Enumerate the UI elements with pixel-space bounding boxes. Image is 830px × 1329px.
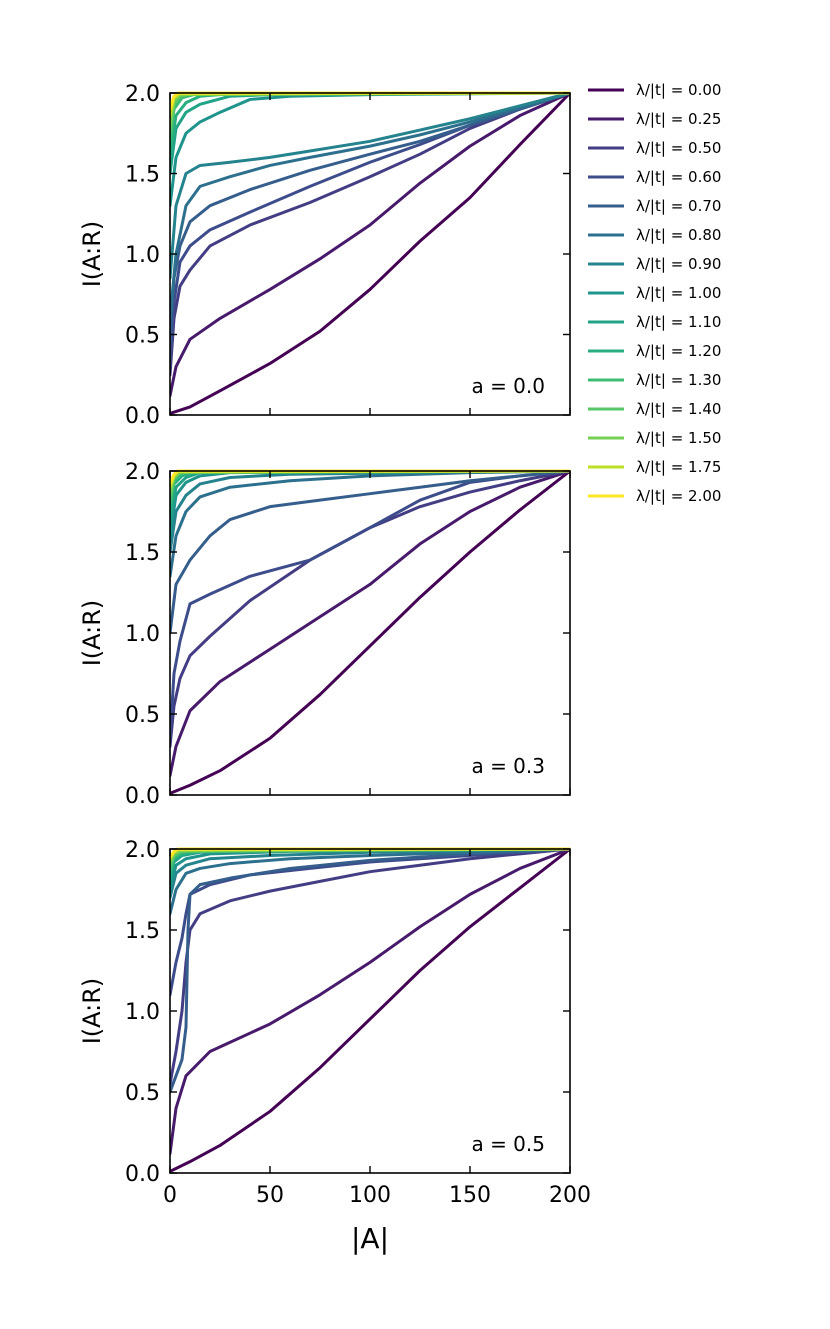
legend-item: λ/|t| = 0.25 bbox=[588, 110, 721, 128]
panel-annotation: a = 0.5 bbox=[471, 1132, 545, 1156]
legend-item: λ/|t| = 1.75 bbox=[588, 458, 721, 476]
x-tick-label: 200 bbox=[549, 1183, 591, 1208]
x-tick-label: 150 bbox=[449, 1183, 491, 1208]
y-tick-label: 1.5 bbox=[125, 919, 160, 944]
panel-2: 0.0 0.5 1.0 1.5 2.0 I(A:R) a = 0.3 bbox=[78, 460, 571, 809]
legend-label: λ/|t| = 1.00 bbox=[636, 284, 721, 302]
panel-annotation: a = 0.0 bbox=[471, 374, 545, 398]
y-axis-label: I(A:R) bbox=[78, 600, 106, 667]
y-axis-label: I(A:R) bbox=[78, 221, 106, 288]
y-tick-label: 0.0 bbox=[125, 1162, 160, 1187]
legend-item: λ/|t| = 0.60 bbox=[588, 168, 721, 186]
series-line-6 bbox=[170, 91, 570, 280]
legend-label: λ/|t| = 0.60 bbox=[636, 168, 721, 186]
legend-item: λ/|t| = 2.00 bbox=[588, 487, 721, 505]
series-line-6 bbox=[170, 469, 570, 554]
series-line-5 bbox=[170, 91, 570, 320]
panel-annotation: a = 0.3 bbox=[471, 754, 545, 778]
legend-label: λ/|t| = 1.10 bbox=[636, 313, 721, 331]
series-line-5 bbox=[170, 847, 570, 916]
y-axis-label: I(A:R) bbox=[78, 978, 106, 1045]
legend-item: λ/|t| = 1.00 bbox=[588, 284, 721, 302]
legend-item: λ/|t| = 0.80 bbox=[588, 226, 721, 244]
panel-3: 0.0 0.5 1.0 1.5 2.0 0 50 100 150 200 I(A:R) a = 0.5 bbox=[78, 838, 591, 1208]
x-tick-label: 0 bbox=[163, 1183, 177, 1208]
series-line-1 bbox=[170, 91, 570, 398]
legend-label: λ/|t| = 0.90 bbox=[636, 255, 721, 273]
series-line-2 bbox=[170, 847, 570, 1086]
legend-item: λ/|t| = 0.00 bbox=[588, 81, 721, 99]
series-line-4 bbox=[170, 469, 570, 635]
y-tick-label: 2.0 bbox=[125, 838, 160, 863]
series-line-0 bbox=[170, 91, 570, 415]
series-line-2 bbox=[170, 469, 570, 748]
x-tick-label: 100 bbox=[349, 1183, 391, 1208]
series-line-3 bbox=[170, 847, 570, 997]
legend-item: λ/|t| = 0.70 bbox=[588, 197, 721, 215]
x-axis-label: |A| bbox=[351, 1222, 389, 1255]
series-line-4 bbox=[170, 91, 570, 345]
series-line-4 bbox=[170, 847, 570, 1094]
legend-label: λ/|t| = 0.80 bbox=[636, 226, 721, 244]
series-line-1 bbox=[170, 847, 570, 1156]
legend-item: λ/|t| = 1.10 bbox=[588, 313, 721, 331]
legend-label: λ/|t| = 0.50 bbox=[636, 139, 721, 157]
legend-label: λ/|t| = 0.70 bbox=[636, 197, 721, 215]
legend-label: λ/|t| = 1.75 bbox=[636, 458, 721, 476]
legend-label: λ/|t| = 1.50 bbox=[636, 429, 721, 447]
legend-label: λ/|t| = 0.25 bbox=[636, 110, 721, 128]
x-tick-label: 50 bbox=[256, 1183, 284, 1208]
legend-label: λ/|t| = 0.00 bbox=[636, 81, 721, 99]
panel-1: 0.0 0.5 1.0 1.5 2.0 I(A:R) a = 0.0 bbox=[78, 82, 571, 429]
y-tick-label: 0.5 bbox=[125, 324, 160, 349]
legend-item: λ/|t| = 1.20 bbox=[588, 342, 721, 360]
series-lines bbox=[170, 91, 570, 415]
legend-label: λ/|t| = 1.30 bbox=[636, 371, 721, 389]
legend-item: λ/|t| = 0.50 bbox=[588, 139, 721, 157]
y-tick-label: 2.0 bbox=[125, 460, 160, 485]
panels-group: 0.0 0.5 1.0 1.5 2.0 I(A:R) a = 0.0 0.0 0.5 1.0 1.5… bbox=[78, 82, 591, 1255]
y-tick-label: 1.0 bbox=[125, 243, 160, 268]
y-tick-label: 0.0 bbox=[125, 404, 160, 429]
y-tick-label: 1.5 bbox=[125, 163, 160, 188]
series-line-0 bbox=[170, 847, 570, 1173]
series-line-1 bbox=[170, 469, 570, 778]
y-tick-label: 1.0 bbox=[125, 622, 160, 647]
legend-item: λ/|t| = 1.50 bbox=[588, 429, 721, 447]
series-line-2 bbox=[170, 91, 570, 377]
y-tick-label: 0.5 bbox=[125, 1081, 160, 1106]
y-tick-label: 1.5 bbox=[125, 541, 160, 566]
legend-item: λ/|t| = 1.40 bbox=[588, 400, 721, 418]
y-tick-label: 1.0 bbox=[125, 1000, 160, 1025]
legend-label: λ/|t| = 1.40 bbox=[636, 400, 721, 418]
y-tick-label: 0.5 bbox=[125, 703, 160, 728]
legend-item: λ/|t| = 1.30 bbox=[588, 371, 721, 389]
legend-item: λ/|t| = 0.90 bbox=[588, 255, 721, 273]
y-tick-label: 2.0 bbox=[125, 82, 160, 107]
y-tick-label: 0.0 bbox=[125, 784, 160, 809]
series-line-0 bbox=[170, 469, 570, 795]
legend: λ/|t| = 0.00 λ/|t| = 0.25 λ/|t| = 0.50 λ/|t… bbox=[588, 81, 721, 505]
legend-label: λ/|t| = 1.20 bbox=[636, 342, 721, 360]
legend-label: λ/|t| = 2.00 bbox=[636, 487, 721, 505]
